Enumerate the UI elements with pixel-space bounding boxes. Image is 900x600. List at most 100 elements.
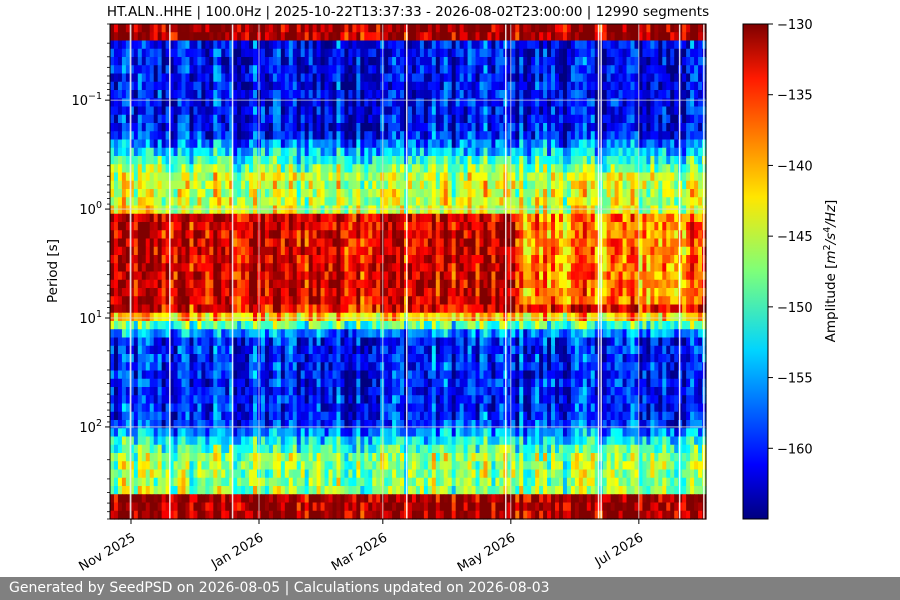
heatmap-cell bbox=[654, 288, 659, 297]
heatmap-cell bbox=[173, 222, 179, 231]
heatmap-cell bbox=[245, 90, 250, 99]
heatmap-cell bbox=[205, 156, 210, 165]
heatmap-cell bbox=[249, 156, 254, 165]
heatmap-cell bbox=[268, 288, 274, 297]
heatmap-cell bbox=[638, 114, 644, 124]
heatmap-cell bbox=[153, 296, 159, 306]
heatmap-cell bbox=[189, 296, 195, 306]
heatmap-cell bbox=[483, 73, 489, 83]
heatmap-cell bbox=[165, 222, 171, 231]
heatmap-cell bbox=[614, 131, 620, 141]
heatmap-cell bbox=[463, 24, 469, 33]
heatmap-cell bbox=[268, 57, 274, 66]
heatmap-cell bbox=[594, 40, 600, 50]
heatmap-cell bbox=[459, 222, 465, 231]
heatmap-cell bbox=[678, 114, 683, 124]
heatmap-cell bbox=[233, 123, 238, 132]
heatmap-cell bbox=[137, 131, 143, 141]
heatmap-cell bbox=[582, 246, 588, 256]
heatmap-cell bbox=[300, 32, 306, 42]
heatmap-cell bbox=[491, 65, 497, 75]
heatmap-cell bbox=[316, 57, 322, 66]
heatmap-cell bbox=[169, 279, 175, 289]
heatmap-cell bbox=[388, 255, 393, 264]
heatmap-cell bbox=[113, 57, 119, 66]
heatmap-cell bbox=[149, 189, 155, 198]
heatmap-cell bbox=[558, 263, 564, 273]
heatmap-cell bbox=[193, 263, 199, 273]
heatmap-cell bbox=[634, 90, 640, 99]
heatmap-cell bbox=[547, 106, 552, 116]
heatmap-cell bbox=[479, 139, 485, 149]
heatmap-cell bbox=[260, 279, 266, 289]
heatmap-cell bbox=[292, 48, 298, 58]
heatmap-cell bbox=[161, 48, 167, 58]
heatmap-cell bbox=[527, 131, 532, 141]
heatmap-cell bbox=[264, 213, 270, 223]
heatmap-cell bbox=[690, 279, 695, 289]
heatmap-cell bbox=[296, 98, 302, 108]
heatmap-cell bbox=[431, 271, 437, 281]
heatmap-cell bbox=[352, 48, 357, 58]
heatmap-cell bbox=[110, 114, 115, 124]
heatmap-cell bbox=[189, 164, 195, 174]
heatmap-cell bbox=[419, 222, 425, 231]
heatmap-cell bbox=[276, 90, 282, 99]
heatmap-cell bbox=[268, 255, 274, 264]
heatmap-cell bbox=[340, 106, 346, 116]
heatmap-cell bbox=[268, 106, 274, 116]
heatmap-cell bbox=[682, 246, 687, 256]
heatmap-cell bbox=[475, 147, 481, 157]
heatmap-cell bbox=[618, 98, 624, 108]
heatmap-cell bbox=[666, 147, 671, 157]
heatmap-cell bbox=[602, 57, 608, 66]
heatmap-cell bbox=[213, 73, 218, 83]
heatmap-cell bbox=[562, 24, 568, 33]
heatmap-cell bbox=[332, 40, 338, 50]
heatmap-cell bbox=[686, 255, 691, 264]
heatmap-cell bbox=[678, 230, 683, 240]
heatmap-cell bbox=[400, 263, 405, 273]
heatmap-cell bbox=[455, 238, 461, 248]
heatmap-cell bbox=[308, 139, 314, 149]
heatmap-cell bbox=[189, 222, 195, 231]
heatmap-cell bbox=[662, 48, 667, 58]
heatmap-cell bbox=[694, 246, 699, 256]
heatmap-cell bbox=[427, 255, 433, 264]
heatmap-cell bbox=[670, 73, 675, 83]
heatmap-cell bbox=[364, 57, 369, 66]
heatmap-cell bbox=[666, 164, 671, 174]
heatmap-cell bbox=[392, 197, 397, 207]
heatmap-cell bbox=[423, 156, 429, 165]
heatmap-cell bbox=[551, 98, 556, 108]
heatmap-cell bbox=[344, 164, 349, 174]
heatmap-cell bbox=[463, 271, 469, 281]
heatmap-cell bbox=[586, 90, 592, 99]
heatmap-cell bbox=[260, 131, 266, 141]
heatmap-cell bbox=[328, 279, 334, 289]
heatmap-cell bbox=[618, 222, 624, 231]
heatmap-cell bbox=[129, 114, 135, 124]
heatmap-cell bbox=[499, 32, 504, 42]
heatmap-cell bbox=[570, 147, 576, 157]
heatmap-cell bbox=[300, 147, 306, 157]
heatmap-cell bbox=[205, 238, 210, 248]
heatmap-cell bbox=[165, 131, 171, 141]
heatmap-cell bbox=[368, 205, 373, 215]
heatmap-cell bbox=[670, 263, 675, 273]
heatmap-cell bbox=[555, 24, 560, 33]
heatmap-cell bbox=[475, 156, 481, 165]
heatmap-cell bbox=[400, 222, 405, 231]
heatmap-cell bbox=[431, 106, 437, 116]
heatmap-cell bbox=[606, 164, 612, 174]
heatmap-cell bbox=[690, 172, 695, 182]
heatmap-cell bbox=[419, 255, 425, 264]
heatmap-cell bbox=[304, 271, 310, 281]
heatmap-cell bbox=[260, 189, 266, 198]
heatmap-cell bbox=[435, 57, 441, 66]
heatmap-cell bbox=[646, 40, 651, 50]
heatmap-cell bbox=[217, 106, 222, 116]
heatmap-cell bbox=[626, 222, 632, 231]
heatmap-cell bbox=[570, 164, 576, 174]
heatmap-cell bbox=[356, 172, 361, 182]
